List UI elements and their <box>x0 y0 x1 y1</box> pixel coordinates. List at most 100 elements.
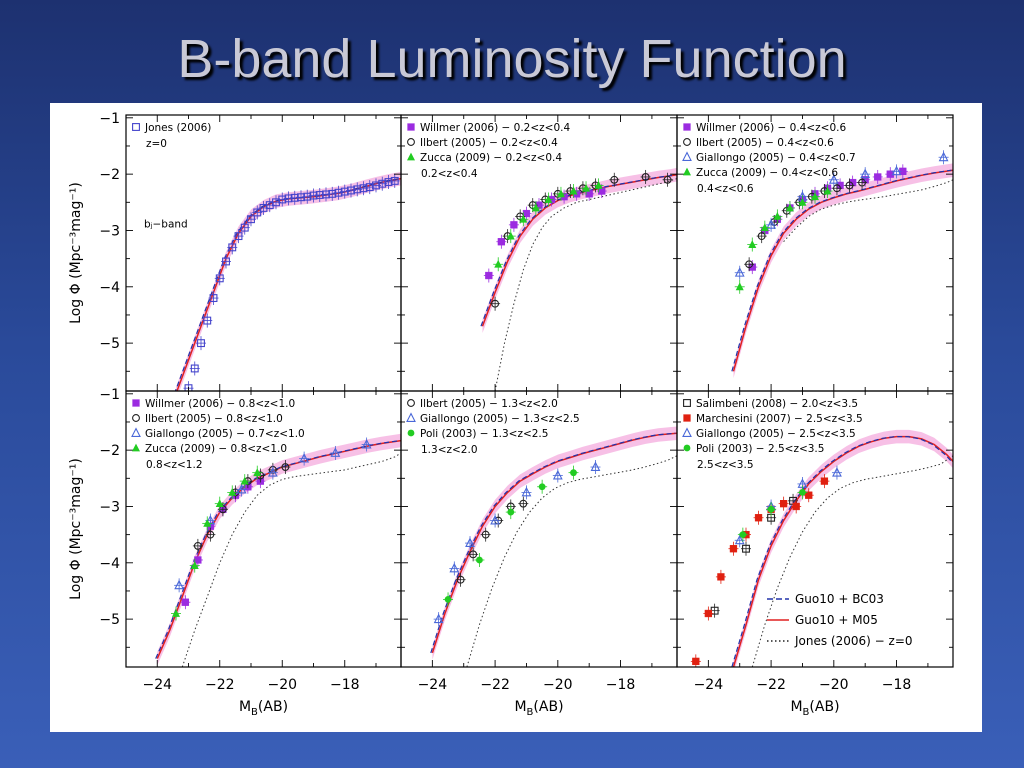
legend-marker <box>132 399 140 407</box>
panel-bottom-right: −24 −22 −20 −18 MB(AB) Salimbeni (2008) − 2.0… <box>676 390 954 718</box>
y-tick-label: −3 <box>99 499 120 515</box>
legend-redshift-label: 0.4<z<0.6 <box>697 183 754 195</box>
data-point <box>449 562 460 573</box>
data-point <box>891 165 902 176</box>
legend-marker <box>406 412 416 422</box>
guo10-m05-line <box>732 435 953 667</box>
data-point <box>757 232 766 241</box>
data-point <box>582 183 591 192</box>
data-point <box>845 181 854 190</box>
guo10-bc03-line <box>731 169 952 372</box>
data-point <box>253 468 262 477</box>
data-point <box>497 238 506 246</box>
x-tick-label: −20 <box>267 677 297 693</box>
legend-entry: Zucca (2009) − 0.8<z<1.0 <box>145 443 287 455</box>
data-point <box>494 259 503 268</box>
data-point <box>206 530 215 539</box>
legend-redshift-label: 1.3<z<2.0 <box>421 444 478 456</box>
legend-entry: Zucca (2009) − 0.2<z<0.4 <box>420 152 562 164</box>
plot-area <box>430 426 677 667</box>
y-tick-label: −4 <box>99 280 120 296</box>
data-point <box>792 502 800 511</box>
x-tick-label: −20 <box>819 677 849 693</box>
legend-marker <box>132 414 140 422</box>
x-tick-label: −24 <box>694 677 724 693</box>
data-point <box>805 491 813 499</box>
data-point <box>552 469 563 480</box>
legend-marker <box>683 138 691 146</box>
data-point <box>444 596 452 603</box>
x-axis-label: MB(AB) <box>514 699 563 718</box>
data-point <box>519 499 528 508</box>
data-point <box>485 271 493 280</box>
legend-entry: Giallongo (2005) − 0.4<z<0.7 <box>696 152 856 164</box>
data-point <box>773 211 782 220</box>
data-point <box>519 214 528 223</box>
legend-entry: Willmer (2006) − 0.2<z<0.4 <box>420 122 570 134</box>
x-tick-label: −18 <box>606 677 636 693</box>
data-point <box>194 556 202 564</box>
legend-redshift-label: 2.5<z<3.5 <box>697 459 754 471</box>
legend-redshift-label: 0.8<z<1.2 <box>146 459 203 471</box>
y-tick-label: −5 <box>99 612 120 628</box>
model-legend-entry: Guo10 + M05 <box>795 613 878 627</box>
plot-area <box>174 171 401 391</box>
data-point <box>203 518 212 527</box>
jones-z0-line <box>783 179 953 243</box>
data-point <box>544 195 553 203</box>
y-tick-label: −2 <box>99 167 120 183</box>
data-point <box>641 173 650 181</box>
y-tick-label: −5 <box>99 336 120 352</box>
data-point <box>190 561 199 570</box>
data-point <box>222 257 230 266</box>
data-point <box>433 613 444 624</box>
legend-marker <box>407 138 415 146</box>
data-point <box>476 556 483 564</box>
legend-entry: Ilbert (2005) − 0.4<z<0.6 <box>696 137 834 149</box>
panel-bottom-left: −1 −2 −3 −4 −5 −24 −22 −20 −18 Log Φ (Mpc⁻³mag⁻¹)… <box>68 387 402 718</box>
legend-entry: Giallongo (2005) − 1.3<z<2.5 <box>420 413 580 425</box>
guo10-bc03-line <box>174 178 400 391</box>
data-point <box>469 550 478 559</box>
data-point <box>833 184 841 193</box>
data-point <box>299 452 310 463</box>
data-point <box>190 364 199 373</box>
y-tick-label: −3 <box>99 223 120 239</box>
legend-entry: Giallongo (2005) − 2.5<z<3.5 <box>696 428 856 440</box>
data-point <box>456 575 465 584</box>
data-point <box>228 487 237 496</box>
data-point <box>490 514 500 525</box>
data-point <box>521 486 532 497</box>
legend-entry: Marchesini (2007) − 2.5<z<3.5 <box>696 413 863 425</box>
y-tick-label: −1 <box>99 387 120 403</box>
model-uncertainty-band <box>176 171 401 391</box>
x-tick-label: −20 <box>543 677 573 693</box>
panel-top-right: Willmer (2006) − 0.4<z<0.6 Ilbert (2005) … <box>676 114 954 392</box>
data-point <box>570 469 577 477</box>
legend-marker <box>407 123 415 131</box>
data-point <box>799 488 806 496</box>
jones-z0-line <box>751 455 953 667</box>
y-axis-label: Log Φ (Mpc⁻³mag⁻¹) <box>68 458 84 600</box>
data-point <box>594 181 603 189</box>
data-point <box>820 477 829 485</box>
data-point <box>491 299 500 308</box>
data-point <box>172 609 180 617</box>
data-point <box>481 530 490 539</box>
panel-grid-svg: −1 −2 −3 −4 −5 Log Φ (Mpc⁻³mag⁻¹) Jones (2006)… <box>68 111 954 718</box>
data-point <box>234 232 243 241</box>
data-point <box>742 544 750 553</box>
data-point <box>193 541 202 550</box>
data-point <box>531 203 540 212</box>
legend-marker <box>682 151 692 161</box>
panel-bottom-middle: −24 −22 −20 −18 MB(AB) Ilbert (2005) − 1.3<z<… <box>400 390 678 718</box>
x-axis-label: MB(AB) <box>790 699 839 718</box>
legend-entry: Giallongo (2005) − 0.7<z<1.0 <box>145 428 305 440</box>
y-tick-label: −1 <box>99 111 120 127</box>
data-point <box>734 267 745 277</box>
slide-title: B-band Luminosity Function <box>177 29 847 89</box>
x-tick-label: −24 <box>418 677 448 693</box>
data-point <box>203 316 212 325</box>
legend-entry: Poli (2003) − 2.5<z<3.5 <box>696 443 824 455</box>
legend-redshift-label: 0.2<z<0.4 <box>421 168 478 180</box>
